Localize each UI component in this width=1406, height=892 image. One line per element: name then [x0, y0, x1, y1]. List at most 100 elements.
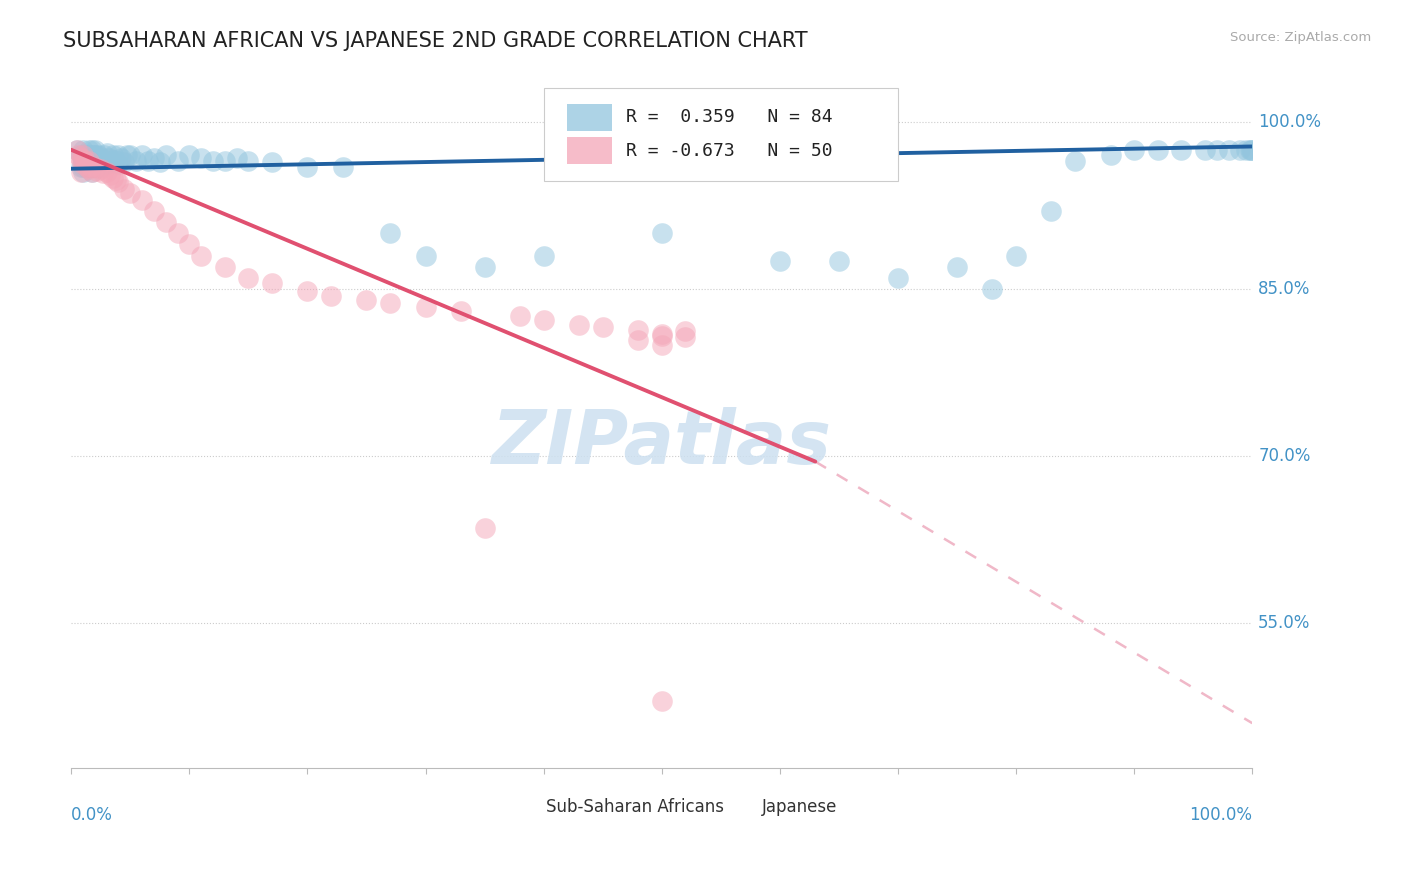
- Point: [673, 330, 696, 344]
- Point: [166, 227, 188, 241]
- Point: [72, 153, 94, 168]
- Point: [75, 148, 97, 162]
- Point: [1194, 143, 1216, 157]
- Point: [201, 153, 224, 168]
- Point: [651, 337, 673, 351]
- Point: [80, 153, 103, 168]
- Point: [107, 148, 129, 162]
- Point: [125, 153, 148, 168]
- Text: Source: ZipAtlas.com: Source: ZipAtlas.com: [1230, 31, 1371, 45]
- Point: [1218, 143, 1240, 157]
- Point: [450, 304, 472, 318]
- Text: 0.0%: 0.0%: [72, 805, 112, 823]
- Point: [70, 151, 93, 165]
- Point: [1005, 249, 1028, 263]
- Point: [96, 165, 118, 179]
- Text: 100.0%: 100.0%: [1258, 113, 1322, 131]
- Text: 100.0%: 100.0%: [1189, 805, 1253, 823]
- Point: [142, 151, 165, 165]
- Point: [378, 227, 401, 241]
- Point: [96, 157, 118, 171]
- Point: [136, 153, 159, 168]
- Point: [568, 318, 591, 332]
- Point: [120, 148, 142, 162]
- Point: [77, 153, 100, 168]
- FancyBboxPatch shape: [515, 797, 540, 817]
- Point: [319, 288, 342, 302]
- Text: R =  0.359   N = 84: R = 0.359 N = 84: [626, 109, 832, 127]
- Point: [83, 148, 105, 162]
- Point: [1205, 143, 1227, 157]
- Point: [67, 148, 90, 162]
- Point: [673, 324, 696, 338]
- Point: [91, 166, 114, 180]
- Point: [1170, 143, 1192, 157]
- Point: [946, 260, 969, 274]
- Point: [112, 182, 135, 196]
- Point: [1234, 143, 1257, 157]
- Point: [260, 155, 283, 169]
- Point: [887, 270, 910, 285]
- Point: [415, 249, 437, 263]
- Point: [155, 148, 177, 162]
- Point: [105, 173, 128, 187]
- FancyBboxPatch shape: [567, 137, 612, 164]
- Point: [190, 151, 212, 165]
- Point: [91, 156, 114, 170]
- Point: [651, 227, 673, 241]
- Point: [96, 146, 118, 161]
- Point: [83, 143, 105, 157]
- Text: Sub-Saharan Africans: Sub-Saharan Africans: [546, 798, 724, 816]
- Point: [77, 153, 100, 168]
- Point: [131, 148, 153, 162]
- Point: [332, 160, 354, 174]
- Point: [98, 151, 121, 165]
- Point: [1040, 204, 1063, 219]
- Point: [166, 153, 188, 168]
- Point: [77, 148, 100, 162]
- Point: [190, 249, 212, 263]
- FancyBboxPatch shape: [567, 104, 612, 130]
- Point: [828, 254, 851, 268]
- Point: [72, 148, 94, 162]
- Point: [509, 309, 531, 323]
- Point: [66, 143, 89, 157]
- Point: [83, 153, 105, 168]
- Point: [474, 521, 496, 535]
- Point: [1241, 143, 1264, 157]
- Point: [90, 153, 112, 168]
- Point: [110, 151, 132, 165]
- Point: [82, 165, 104, 179]
- Point: [981, 282, 1004, 296]
- Point: [69, 148, 91, 162]
- Text: ZIPatlas: ZIPatlas: [492, 407, 832, 480]
- Point: [77, 143, 100, 157]
- Point: [82, 165, 104, 179]
- Point: [627, 323, 650, 337]
- Point: [297, 284, 319, 298]
- Point: [98, 169, 121, 183]
- Point: [238, 153, 260, 168]
- Point: [112, 155, 135, 169]
- Text: 85.0%: 85.0%: [1258, 280, 1310, 298]
- Point: [1229, 143, 1251, 157]
- Point: [69, 165, 91, 179]
- Point: [1123, 143, 1146, 157]
- Point: [142, 204, 165, 219]
- Point: [83, 160, 105, 174]
- Point: [87, 148, 110, 162]
- Point: [72, 165, 94, 179]
- Point: [297, 160, 319, 174]
- Point: [83, 148, 105, 162]
- Text: Japanese: Japanese: [762, 798, 838, 816]
- Point: [86, 164, 108, 178]
- Point: [86, 151, 108, 165]
- Text: R = -0.673   N = 50: R = -0.673 N = 50: [626, 142, 832, 160]
- Point: [179, 148, 201, 162]
- Point: [120, 186, 142, 201]
- Point: [101, 148, 124, 162]
- Point: [238, 270, 260, 285]
- Point: [415, 300, 437, 314]
- Point: [214, 153, 236, 168]
- Point: [98, 155, 121, 169]
